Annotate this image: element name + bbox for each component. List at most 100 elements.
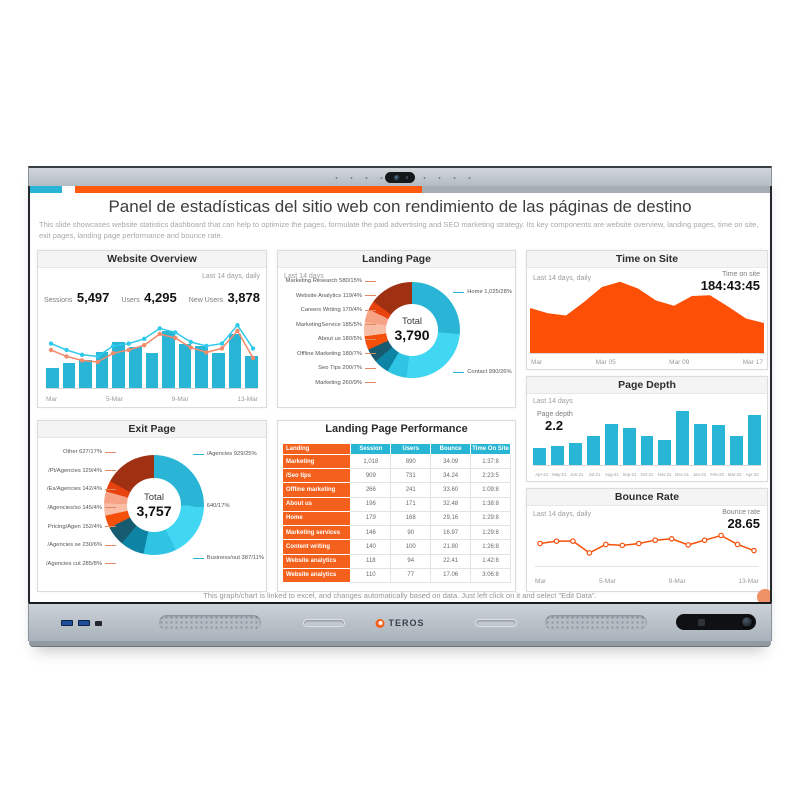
panel-title: Website Overview [38,251,266,268]
bounce_rate-tick: 13-Mar [738,578,759,585]
table-row: /Seo tips 909 731 34.24 2:23:5 [281,468,511,484]
bounce_rate [539,534,755,554]
users-line [50,329,254,363]
panel-title: Page Depth [527,377,767,394]
camera-lens-icon [394,174,400,181]
cell-value: 77 [390,567,432,584]
page_depth-tick: Jan-22 [693,472,707,477]
users-line-marker [48,347,54,353]
page_depth-tick: Apr-22 [745,472,759,477]
usb-port-icon [78,620,90,626]
sessions-line-marker [64,347,69,353]
bounce_rate-tick: 9-Mar [668,578,686,585]
time_on_site-tick: Mar 17 [742,359,763,366]
page_depth-bar [730,436,744,465]
device-bottom-bezel: TEROS [28,602,772,641]
row-label: Website analytics [281,567,352,584]
donut-center: Total 3,790 [386,304,438,356]
cell-value: 146 [350,525,392,541]
overview-lines [48,323,256,365]
bounce_rate-marker [537,540,543,547]
cell-value: 731 [390,468,432,484]
landing_page-slice-label: Contact 990/26% [453,369,511,375]
exit_page-slice-label: /Es/Agencies 142/4% [47,486,116,492]
bounce_rate-marker [668,535,675,542]
sessions-line-marker [79,352,85,358]
bezel-shadow-bar [422,186,770,193]
pen-tray-slot [303,619,345,627]
website_overview-bar [112,342,126,388]
bounce_rate-marker [603,541,609,548]
time_on_site-tick: Mar 09 [669,359,690,366]
microphone-dots-icon [329,177,387,179]
page_depth-tick: Nov-21 [657,472,672,477]
page_depth-bar [658,440,672,465]
period-note: Last 14 days, daily [533,275,591,282]
panel-landing-page: Landing Page Last 14 days Total 3,790 Ma… [277,250,516,408]
column-header: Bounce [430,443,472,455]
page_depth-bar [622,427,636,465]
power-button[interactable] [741,616,753,628]
cell-value: 1,018 [350,453,392,470]
page_depth-tick: Jun-21 [570,472,584,477]
page_depth-bar [604,423,618,465]
pen-tray-slot [475,619,517,627]
website_overview-bar [195,346,209,388]
period-note: Last 14 days [284,273,324,280]
landing_page-slice-label: MarketingService 185/5% [296,322,376,328]
sessions-line-marker [250,346,256,351]
panel-bounce-rate: Bounce Rate Last 14 days, daily Bounce r… [526,488,768,592]
brand-name: TEROS [388,618,425,628]
cell-value: 909 [350,468,392,484]
cell-value: 3:06:8 [470,567,511,584]
donut-center: Total 3,757 [127,478,181,532]
bounce-x-axis: Mar 5-Mar 9-Mar 13-Mar [535,578,759,585]
table-row: Offline marketing 266 241 33.60 1:09:8 [281,482,511,498]
row-label: Marketing [281,453,352,470]
exit_page-slice-label: Business/out 387/11% [193,555,264,561]
performance-table: Landing Session Users Bounce Time On Site Mar… [281,443,511,584]
page_depth-tick: Aug-21 [604,472,619,477]
kpi-row: Sessions 5,497 Users 4,295 New Users 3,8… [44,289,260,307]
cell-value: 171 [390,496,432,512]
table-row: Marketing services 146 90 16.97 1:29:8 [281,525,511,541]
cell-value: 34.24 [430,468,472,484]
panel-title: Bounce Rate [527,489,767,506]
kpi-bounce-rate: Bounce rate 28.65 [722,509,760,531]
speaker-grille [545,615,647,630]
users-line-marker [110,351,116,356]
exit_page-slice-label: /Agencies/so 145/4% [48,505,116,511]
panel-title: Landing Page Performance [278,421,515,438]
page_depth-bar [640,436,654,465]
cell-value: 1:37:8 [470,453,511,470]
page-depth-x-axis: Apr-21 May-21 Jun-21 Jul-21 Aug-21 Sep-21 Oct-… [533,472,761,477]
bounce_rate-marker [570,538,576,544]
website_overview-bar [212,353,225,388]
exit_page-slice-label: Other 627/17% [63,449,116,455]
panel-website-overview: Website Overview Last 14 days, daily Ses… [37,250,267,408]
cell-value: 1:29:8 [470,525,511,541]
bounce_rate-tick: 5-Mar [598,578,616,585]
panel-page-depth: Page Depth Last 14 days Page depth 2.2 A… [526,376,768,482]
kpi-page-depth: Page depth 2.2 [537,411,573,433]
website_overview-bar [129,346,142,388]
landing-page-donut: Total 3,790 [364,282,460,378]
cell-value: 94 [390,553,432,569]
website_overview-bar [228,334,242,388]
page_depth-bar [694,423,708,465]
page_depth-bar [748,415,761,465]
table-row: About us 196 171 32.48 1:38:8 [281,496,511,512]
website_overview-tick: 13-Mar [237,396,258,403]
control-module [676,614,756,630]
period-note: Last 14 days, daily [533,511,591,518]
device-chassis-edge [29,641,771,647]
cell-value: 1:26:8 [470,539,511,555]
period-note: Last 14 days, daily [202,273,260,280]
users-line-marker [64,354,69,359]
slide-accent-bar [75,186,422,193]
time_on_site-tick: Mar 05 [595,359,616,366]
cell-value: 34.09 [430,453,472,470]
overview-chart [46,309,258,389]
time_on_site-tick: Mar [531,359,543,366]
